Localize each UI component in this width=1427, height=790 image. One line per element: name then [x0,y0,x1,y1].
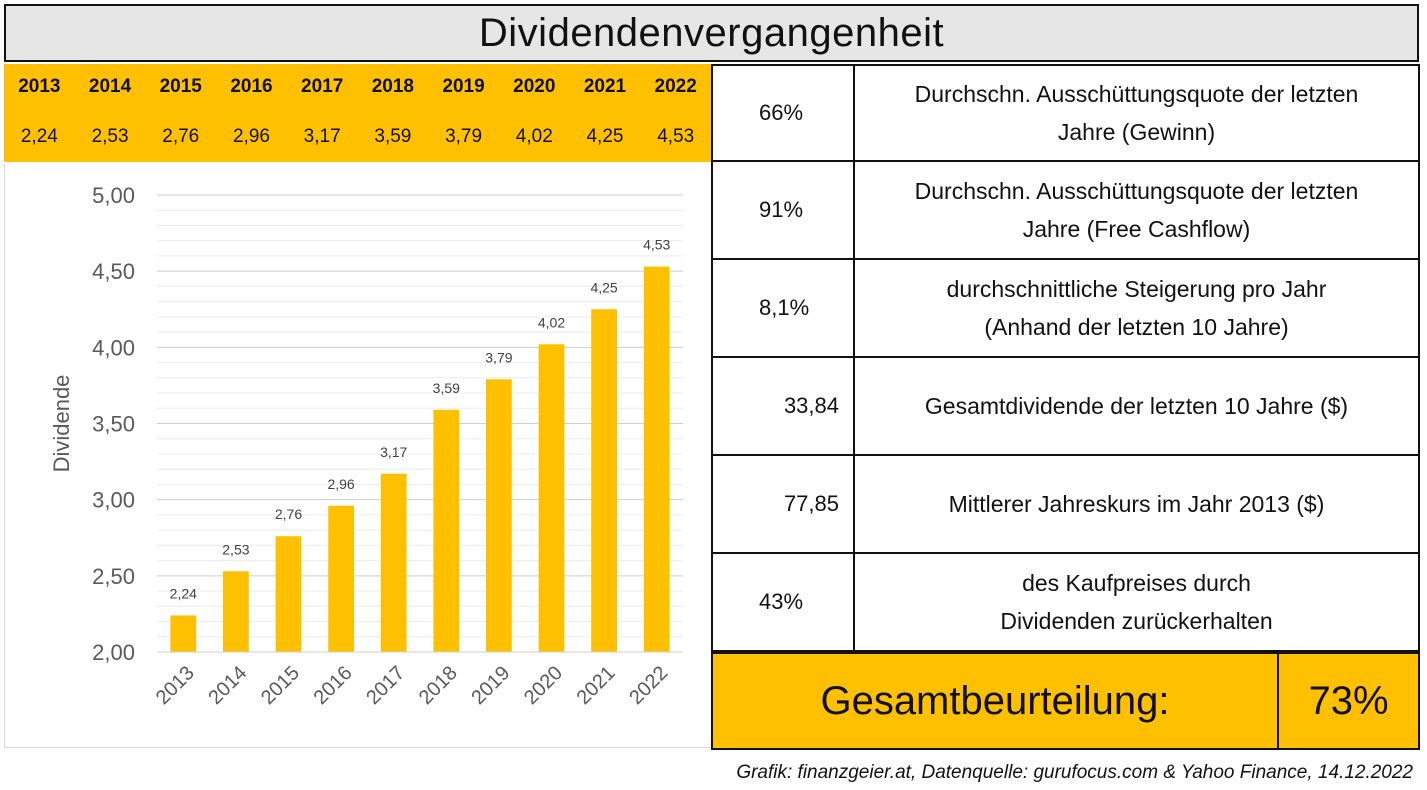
metric-value: 43% [713,554,855,650]
year-cell: 2018 [371,76,414,97]
metric-row: 91% Durchschn. Ausschüttungsquote der le… [711,162,1420,260]
y-tick-label: 2,50 [92,564,135,589]
metric-description: Mittlerer Jahreskurs im Jahr 2013 ($) [948,491,1325,517]
dividend-value-row: 2,24 2,53 2,76 2,96 3,17 3,59 3,79 4,02 … [4,126,711,148]
bar-value-label: 4,53 [643,237,670,253]
dividend-value-cell: 4,25 [586,126,624,147]
chart-bar [328,505,354,652]
dividend-value-cell: 2,24 [20,126,58,147]
dividend-value-cell: 3,59 [374,126,412,147]
source-caption: Grafik: finanzgeier.at, Datenquelle: gur… [736,762,1413,783]
metric-row: 33,84 Gesamtdividende der letzten 10 Jah… [711,358,1420,456]
dividend-bar-chart: 2,00 2,50 3,00 3,50 4,00 4,50 5,00 Dividende 2,2… [4,164,711,748]
dividend-year-table: 2013 2014 2015 2016 2017 2018 2019 2020 … [4,64,711,162]
metric-row: 77,85 Mittlerer Jahreskurs im Jahr 2013 … [711,456,1420,554]
x-tick-label: 2018 [415,662,462,709]
y-tick-label: 3,50 [92,412,135,437]
x-tick-label: 2017 [362,662,409,709]
dividend-value-cell: 3,17 [303,126,341,147]
chart-bar [275,536,302,652]
chart-bar [538,344,565,652]
metric-value: 33,84 [713,358,855,454]
overall-rating-label: Gesamtbeurteilung: [713,654,1279,748]
x-tick-label: 2016 [310,662,357,709]
year-cell: 2013 [18,76,61,97]
y-axis-title: Dividende [49,375,74,473]
metric-value: 8,1% [713,260,855,356]
metric-description: Gesamtdividende der letzten 10 Jahre ($) [924,393,1349,419]
bar-value-label: 4,25 [590,279,617,295]
year-cell: 2016 [230,76,273,97]
x-tick-label: 2020 [520,662,567,709]
bar-value-label: 2,53 [222,541,249,557]
metric-description: Durchschn. Ausschüttungsquote der letzte… [914,178,1359,242]
dividend-value-cell: 2,96 [232,126,270,147]
chart-bar [380,473,407,652]
bar-value-label: 2,96 [327,476,354,492]
metric-description: des Kaufpreises durch Dividenden zurücke… [1000,570,1273,634]
y-tick-label: 3,00 [92,488,135,513]
x-tick-label: 2015 [257,662,304,709]
year-cell: 2021 [583,76,627,97]
year-cell: 2015 [159,76,202,97]
bar-value-label: 3,17 [380,444,407,460]
dividend-value-cell: 4,02 [515,126,553,147]
y-tick-label: 4,50 [92,259,135,284]
chart-svg: 2,00 2,50 3,00 3,50 4,00 4,50 5,00 Dividende 2,2… [49,183,683,709]
year-cell: 2019 [442,76,485,97]
chart-bar [643,266,670,652]
page-title: Dividendenvergangenheit [4,4,1419,62]
metric-description: durchschnittliche Steigerung pro Jahr (A… [946,276,1327,340]
bar-value-label: 2,24 [170,585,197,601]
x-tick-label: 2021 [573,662,620,709]
y-tick-label: 4,00 [92,335,135,360]
metric-row: 8,1% durchschnittliche Steigerung pro Ja… [711,260,1420,358]
bar-value-label: 4,02 [538,314,565,330]
overall-rating-score: 73% [1308,678,1389,723]
bar-value-label: 3,59 [433,380,460,396]
chart-bar [170,615,197,652]
dividend-value-cell: 3,79 [445,126,483,147]
metric-value: 77,85 [713,456,855,552]
metric-description: Durchschn. Ausschüttungsquote der letzte… [914,81,1359,145]
y-tick-label: 2,00 [92,640,135,665]
chart-bar [591,309,617,652]
dividend-value-cell: 2,53 [91,126,129,147]
metric-row: 66% Durchschn. Ausschüttungsquote der le… [711,64,1420,162]
chart-bar [433,409,460,652]
bar-value-label: 2,76 [275,506,302,522]
year-cell: 2017 [301,76,344,97]
metric-value: 66% [713,66,855,160]
year-header-row: 2013 2014 2015 2016 2017 2018 2019 2020 … [4,76,711,98]
x-tick-label: 2019 [467,662,514,709]
metric-row: 43% des Kaufpreises durch Dividenden zur… [711,554,1420,652]
dividend-value-cell: 4,53 [657,126,695,147]
y-tick-label: 5,00 [92,183,135,208]
x-tick-label: 2013 [152,662,199,709]
year-cell: 2014 [88,76,132,97]
overall-rating: Gesamtbeurteilung: 73% [711,652,1420,750]
metric-value: 91% [713,162,855,258]
chart-bar [486,379,512,652]
year-cell: 2022 [654,76,697,97]
chart-bar [223,571,249,652]
year-cell: 2020 [513,76,556,97]
x-tick-label: 2022 [625,662,672,709]
x-tick-label: 2014 [204,662,251,709]
dividend-value-cell: 2,76 [162,126,200,147]
bar-value-label: 3,79 [485,349,512,365]
